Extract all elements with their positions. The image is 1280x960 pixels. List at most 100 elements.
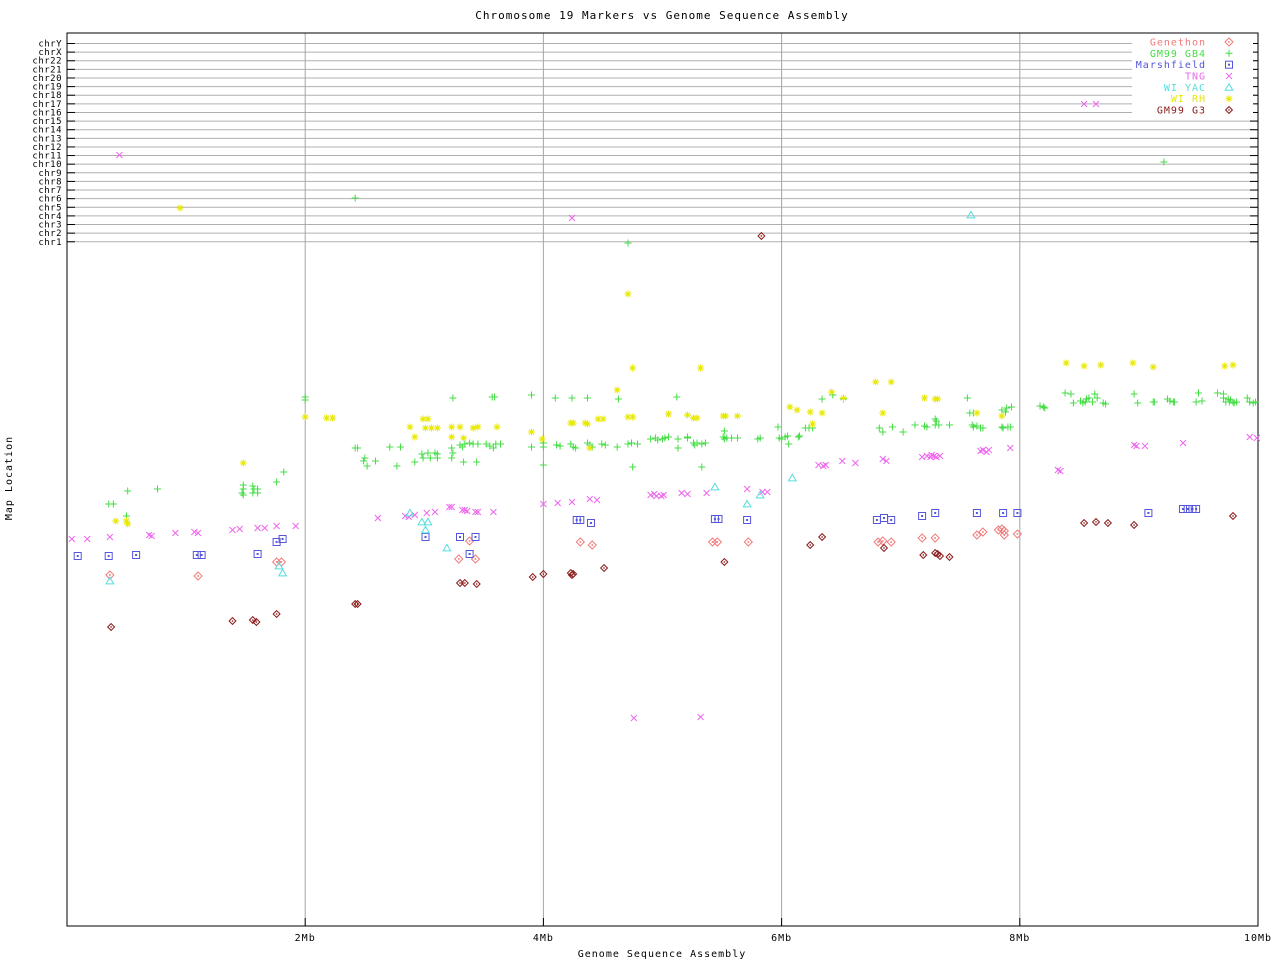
axis-labels: chrYchrXchr22chr21chr20chr19chr18chr17ch… bbox=[32, 40, 1271, 945]
square-marker-dot bbox=[1016, 512, 1019, 514]
x-axis-label: Genome Sequence Assembly bbox=[578, 949, 747, 960]
asterisk-marker bbox=[624, 290, 632, 298]
data-point bbox=[879, 455, 887, 463]
data-point bbox=[1233, 398, 1241, 406]
asterisk-marker bbox=[586, 444, 594, 452]
data-point bbox=[568, 498, 576, 506]
data-point bbox=[469, 424, 477, 432]
square-marker bbox=[1183, 505, 1192, 513]
diamond-marker bbox=[931, 548, 940, 558]
data-point bbox=[424, 449, 432, 457]
plus-marker bbox=[393, 462, 401, 470]
x-marker bbox=[593, 496, 601, 504]
data-point bbox=[528, 572, 537, 582]
data-point bbox=[684, 490, 691, 498]
plus-marker bbox=[426, 454, 434, 462]
data-point bbox=[838, 457, 846, 465]
data-point bbox=[581, 419, 589, 427]
data-point bbox=[899, 428, 907, 436]
asterisk-marker bbox=[124, 520, 132, 528]
data-point bbox=[1195, 389, 1202, 397]
plus-marker bbox=[734, 434, 741, 442]
data-point bbox=[757, 231, 766, 241]
data-point bbox=[935, 421, 943, 429]
data-point bbox=[68, 535, 76, 543]
diamond-marker-dot bbox=[275, 613, 278, 615]
diamond-marker-dot bbox=[747, 541, 750, 543]
diamond-marker bbox=[1228, 511, 1238, 521]
data-point bbox=[554, 499, 562, 507]
plus-marker bbox=[528, 391, 535, 399]
data-point bbox=[323, 414, 331, 422]
plus-marker bbox=[280, 468, 288, 476]
square-marker-dot bbox=[1186, 508, 1189, 510]
plus-marker bbox=[888, 423, 896, 431]
data-point bbox=[1179, 439, 1187, 447]
data-point bbox=[1149, 363, 1157, 371]
diamond-marker-dot bbox=[1016, 533, 1019, 535]
plus-marker bbox=[273, 478, 281, 486]
data-point bbox=[932, 417, 940, 425]
square-marker bbox=[1013, 509, 1022, 517]
square-marker bbox=[1144, 509, 1153, 517]
data-point bbox=[628, 439, 635, 447]
diamond-marker-dot bbox=[882, 540, 884, 542]
data-point bbox=[697, 713, 704, 721]
plus-marker bbox=[935, 421, 943, 429]
plus-marker bbox=[528, 443, 535, 451]
chromosome-label-chr17: chr17 bbox=[32, 100, 62, 110]
diamond-marker bbox=[228, 616, 237, 626]
diamond-marker bbox=[935, 551, 945, 561]
y-axis-label: Map Location bbox=[4, 436, 15, 520]
diamond-marker bbox=[252, 617, 261, 627]
data-point bbox=[528, 391, 535, 399]
data-point bbox=[963, 394, 971, 402]
data-point bbox=[883, 457, 890, 465]
plus-marker bbox=[698, 463, 706, 471]
diamond-marker-dot bbox=[474, 558, 477, 560]
plus-marker bbox=[351, 194, 359, 202]
x-marker bbox=[445, 503, 453, 511]
plus-marker bbox=[1192, 398, 1200, 406]
data-point bbox=[239, 485, 247, 493]
data-point bbox=[624, 413, 632, 421]
chromosome-label-chrY: chrY bbox=[38, 40, 62, 50]
data-point bbox=[229, 526, 236, 534]
plus-marker bbox=[661, 434, 669, 442]
data-point bbox=[973, 409, 981, 417]
data-point bbox=[474, 423, 482, 431]
diamond-marker-dot bbox=[280, 561, 283, 563]
data-point bbox=[793, 406, 801, 414]
data-point bbox=[931, 509, 940, 517]
data-point bbox=[979, 424, 987, 432]
data-point bbox=[455, 578, 465, 588]
diamond-marker bbox=[743, 537, 754, 547]
data-point bbox=[354, 444, 362, 452]
plus-marker bbox=[539, 461, 547, 469]
plus-marker bbox=[489, 444, 497, 452]
asterisk-marker bbox=[456, 423, 464, 431]
diamond-marker-dot bbox=[275, 561, 278, 563]
diamond-marker bbox=[575, 537, 586, 547]
data-point bbox=[193, 571, 203, 581]
plus-marker bbox=[1160, 158, 1168, 166]
asterisk-marker bbox=[329, 414, 337, 422]
data-point bbox=[353, 599, 362, 609]
data-point bbox=[361, 454, 369, 462]
data-point bbox=[105, 570, 115, 580]
plus-marker bbox=[1195, 389, 1202, 397]
square-marker bbox=[1225, 60, 1233, 69]
data-point bbox=[973, 422, 981, 430]
plus-marker bbox=[674, 444, 682, 452]
chromosome-label-chr8: chr8 bbox=[38, 177, 62, 187]
diamond-marker bbox=[806, 540, 815, 550]
data-point bbox=[710, 482, 720, 491]
data-point bbox=[879, 543, 889, 553]
x-marker bbox=[879, 455, 887, 463]
data-point bbox=[449, 449, 457, 457]
data-point bbox=[1103, 518, 1113, 528]
data-point bbox=[697, 364, 705, 372]
plus-marker bbox=[448, 454, 456, 462]
data-point bbox=[1144, 509, 1153, 517]
